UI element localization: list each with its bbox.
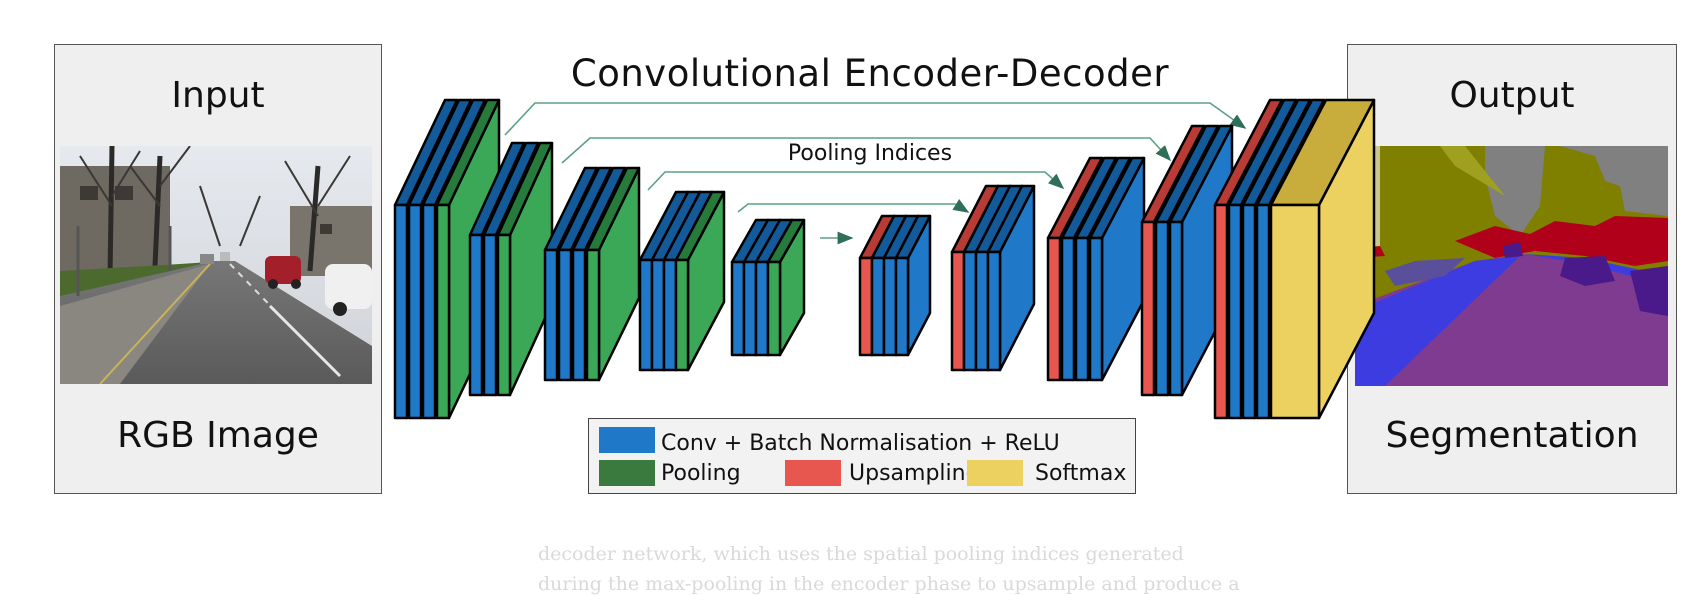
skip-arrow-3 xyxy=(647,171,1065,191)
skip-arrow-4 xyxy=(737,199,970,213)
legend-conv-label: Conv + Batch Normalisation + ReLU xyxy=(661,431,1060,451)
conv-layer xyxy=(986,184,1036,372)
skip-arrow-2 xyxy=(561,137,1172,164)
pooling-layer xyxy=(496,141,554,397)
legend-softmax-swatch xyxy=(967,460,1023,486)
conv-layer xyxy=(894,214,932,357)
legend-conv-swatch xyxy=(599,427,655,453)
input-subtitle: RGB Image xyxy=(117,415,319,456)
segmentation-map xyxy=(1355,146,1668,386)
conv-layer xyxy=(1168,124,1234,397)
pooling-layer xyxy=(766,218,806,357)
legend-softmax-label: Softmax xyxy=(1035,461,1127,486)
legend-upsampling-swatch xyxy=(785,460,841,486)
pooling-indices-label: Pooling Indices xyxy=(787,141,953,166)
output-title: Output xyxy=(1449,75,1575,116)
caption-line-2: during the max-pooling in the encoder ph… xyxy=(538,573,1240,595)
legend-upsampling-label: Upsampling xyxy=(849,461,980,486)
pooling-layer xyxy=(585,166,641,382)
softmax-layer xyxy=(1269,98,1376,420)
skip-arrow-1 xyxy=(504,102,1247,136)
conv-layer xyxy=(1088,156,1146,382)
legend-pooling-label: Pooling xyxy=(661,461,741,486)
network-title: Convolutional Encoder-Decoder xyxy=(570,52,1170,95)
output-subtitle: Segmentation xyxy=(1385,415,1639,456)
caption-line-1: decoder network, which uses the spatial … xyxy=(538,543,1184,565)
pooling-layer xyxy=(674,190,726,372)
input-title: Input xyxy=(171,75,265,116)
legend-pooling-swatch xyxy=(599,460,655,486)
road-photo xyxy=(60,146,372,384)
legend: Conv + Batch Normalisation + ReLU Poolin… xyxy=(588,418,1136,494)
